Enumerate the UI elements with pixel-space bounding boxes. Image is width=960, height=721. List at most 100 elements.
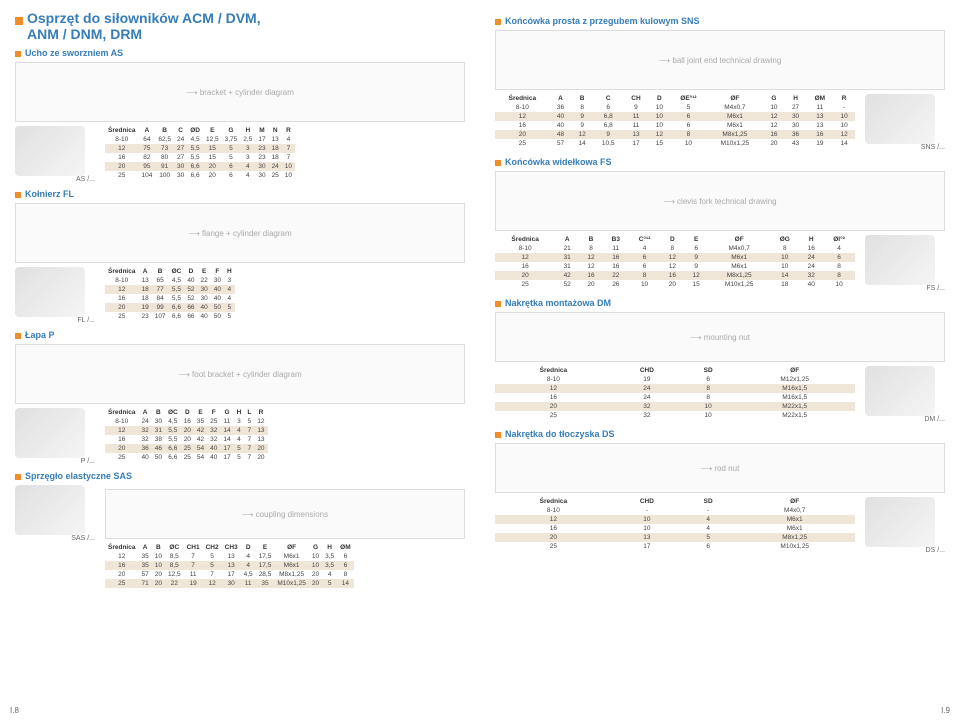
table-cell: 19: [612, 375, 682, 384]
section-as-title: Ucho ze sworzniem AS: [15, 48, 465, 58]
table-cell: 20: [660, 280, 684, 289]
table-cell: 3: [240, 144, 255, 153]
table-row: 1235108,57513417,5M6x1103,56: [105, 552, 354, 561]
table-row: 1618845,55230404: [105, 294, 235, 303]
table-cell: 42: [194, 435, 207, 444]
table-header: R: [282, 126, 295, 135]
table-cell: 24: [612, 393, 682, 402]
table-header: D: [241, 543, 256, 552]
table-cell: 18: [770, 280, 799, 289]
table-cell: 25: [207, 417, 220, 426]
table-cell: 6: [337, 552, 353, 561]
code-sas: SAS /...: [15, 535, 95, 542]
table-cell: 10: [682, 402, 734, 411]
table-cell: 12,5: [165, 570, 184, 579]
table-cell: 82: [138, 153, 155, 162]
table-header: A: [138, 267, 151, 276]
table-cell: 14: [770, 271, 799, 280]
table-cell: 6: [337, 561, 353, 570]
code-dm: DM /...: [865, 416, 945, 423]
table-cell: 14: [220, 435, 233, 444]
table-row: 25176M10x1,25: [495, 542, 855, 551]
table-cell: M4x0,7: [734, 506, 855, 515]
section-dm-title: Nakrętka montażowa DM: [495, 298, 945, 308]
table-cell: 30: [785, 121, 807, 130]
table-cell: 16: [105, 294, 138, 303]
table-header: Średnica: [495, 94, 550, 103]
table-row: 1632385,5204232144713: [105, 435, 268, 444]
table-header: Średnica: [105, 543, 138, 552]
table-cell: 12: [649, 130, 671, 139]
table-cell: 17,5: [256, 561, 275, 570]
diagram-dm: ⟶ mounting nut: [495, 312, 945, 362]
table-cell: 20: [579, 280, 603, 289]
table-cell: 5,5: [187, 144, 203, 153]
table-header: M: [255, 126, 268, 135]
table-cell: -: [612, 506, 682, 515]
table-cell: 6: [670, 112, 706, 121]
table-cell: 40: [198, 312, 211, 321]
table-cell: 11: [623, 121, 648, 130]
table-cell: 11: [220, 417, 233, 426]
table-header-row: ŚrednicaABØCCH1CH2CH3DEØFGHØM: [105, 543, 354, 552]
table-cell: 4: [234, 435, 245, 444]
table-cell: 2,5: [240, 135, 255, 144]
table-cell: 11: [184, 570, 203, 579]
table-header: ØM: [337, 543, 353, 552]
table-cell: 30: [785, 112, 807, 121]
code-fl: FL /...: [15, 317, 95, 324]
table-cell: 10: [682, 411, 734, 420]
table-cell: 16: [105, 435, 138, 444]
table-cell: 12: [495, 112, 550, 121]
table-header: E: [194, 408, 207, 417]
table-cell: 27: [174, 144, 187, 153]
diagram-p: ⟶ foot bracket + cylinder diagram: [15, 344, 465, 404]
table-row: 168280275,5155323187: [105, 153, 295, 162]
table-cell: 20: [105, 444, 138, 453]
table-cell: 3,5: [322, 552, 337, 561]
table-cell: 17: [220, 453, 233, 462]
table-cell: 35: [256, 579, 275, 588]
table-header: D: [184, 267, 197, 276]
table-cell: 54: [194, 444, 207, 453]
table-cell: 40: [211, 285, 224, 294]
table-cell: 40: [550, 112, 572, 121]
table-cell: M10x1,25: [734, 542, 855, 551]
table-cell: 13: [138, 276, 151, 285]
table-header: E: [684, 235, 708, 244]
table-cell: 8: [682, 384, 734, 393]
table-cell: 16: [806, 130, 833, 139]
table-cell: 8: [670, 130, 706, 139]
table-cell: 20: [203, 171, 222, 180]
table-cell: M6x1: [274, 561, 309, 570]
table-row: 12248M16x1,5: [495, 384, 855, 393]
table-header: H: [240, 126, 255, 135]
table-cell: M6x1: [708, 262, 770, 271]
table-cell: 7: [244, 444, 254, 453]
table-cell: 10: [309, 552, 322, 561]
section-sas-title: Sprzęgło elastyczne SAS: [15, 471, 465, 481]
table-header: B: [152, 408, 165, 417]
table-cell: 13: [612, 533, 682, 542]
table-cell: 13: [222, 552, 241, 561]
table-cell: 20: [254, 453, 267, 462]
table-cell: M8x1,25: [274, 570, 309, 579]
table-cell: 30: [152, 417, 165, 426]
table-cell: 4,5: [241, 570, 256, 579]
table-cell: 12: [495, 384, 612, 393]
table-row: 164096,811106M6x112301310: [495, 121, 855, 130]
table-cell: 23: [255, 144, 268, 153]
table-header: E: [198, 267, 211, 276]
table-cell: 6: [682, 542, 734, 551]
table-header: E: [203, 126, 222, 135]
table-header: H: [799, 235, 823, 244]
table-row: 20572012,5117174,528,5M8x1,252048: [105, 570, 354, 579]
table-cell: 17: [612, 542, 682, 551]
table-cell: 4: [629, 244, 661, 253]
table-header: ØF: [707, 94, 763, 103]
table-cell: 73: [155, 144, 174, 153]
table-cell: 25: [269, 171, 282, 180]
table-cell: 20: [495, 533, 612, 542]
table-cell: 12: [495, 515, 612, 524]
table-cell: 24: [269, 162, 282, 171]
